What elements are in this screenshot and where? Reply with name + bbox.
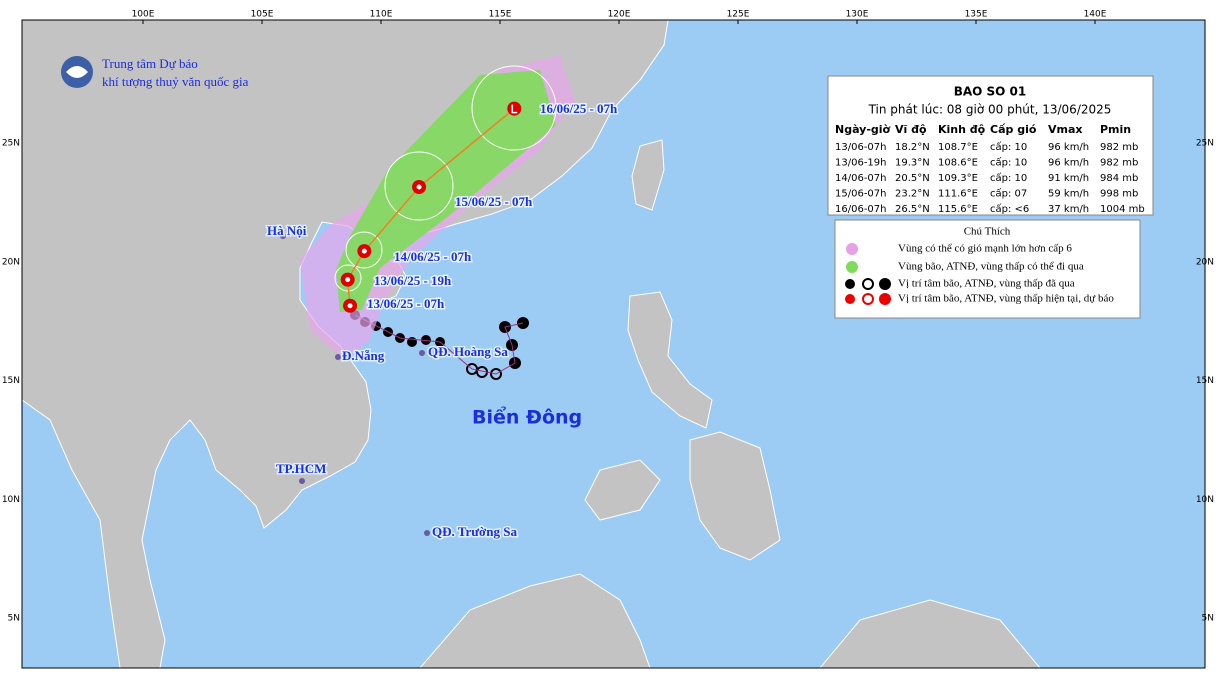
org-name: khí tượng thuỷ văn quốc gia	[102, 74, 249, 89]
storm-eye	[345, 277, 351, 283]
table-cell: 1004 mb	[1100, 204, 1145, 215]
table-header: Pmin	[1100, 123, 1131, 136]
table-header: Ngày-giờ	[835, 123, 891, 136]
table-cell: 18.2°N	[895, 142, 930, 153]
table-cell: cấp: 10	[990, 172, 1027, 184]
sea-label: Biển Đông	[472, 406, 582, 429]
info-table: Ngày-giờ Vĩ độ Kinh độ Cấp gió Vmax Pmin 13/06…	[835, 123, 1145, 215]
place-label: Đ.Nẵng	[342, 348, 385, 363]
forecast-circles	[334, 65, 557, 292]
place-dots	[280, 233, 430, 536]
table-cell: 96 km/h	[1048, 142, 1089, 153]
info-title: BAO SO 01	[954, 85, 1027, 99]
forecast-cone	[336, 70, 556, 312]
lat-label: 15N	[1196, 376, 1214, 386]
lon-label: 110E	[370, 10, 393, 20]
storm-eye	[347, 303, 353, 309]
map-frame	[21, 19, 1206, 669]
table-cell: 108.6°E	[938, 158, 978, 169]
lon-label: 125E	[727, 10, 750, 20]
legend-icon	[845, 278, 891, 305]
map-area: Hà Nội Đ.Nẵng QĐ. Hoàng Sa Biển Đông TP.…	[22, 20, 1205, 668]
track-forecast	[340, 101, 522, 313]
legend-icon	[846, 261, 858, 273]
place-label: QĐ. Hoàng Sa	[428, 344, 508, 359]
table-cell: cấp: <6	[990, 203, 1029, 215]
table-header: Kinh độ	[938, 123, 986, 136]
table-cell: 984 mb	[1100, 173, 1138, 184]
table-cell: 16/06-07h	[835, 204, 887, 215]
table-cell: 998 mb	[1100, 189, 1138, 200]
forecast-label: 16/06/25 - 07h	[540, 101, 618, 116]
table-cell: 982 mb	[1100, 142, 1138, 153]
lon-label: 120E	[608, 10, 631, 20]
lat-label: 20N	[2, 257, 20, 267]
lon-label: 105E	[251, 10, 274, 20]
legend-item: Vùng bão, ATNĐ, vùng thấp có thể đi qua	[898, 261, 1084, 273]
table-cell: 15/06-07h	[835, 189, 887, 200]
legend-item: Vị trí tâm bão, ATNĐ, vùng thấp hiện tại…	[898, 293, 1114, 305]
table-cell: 23.2°N	[895, 189, 930, 200]
table-cell: cấp: 07	[990, 188, 1027, 200]
forecast-label: 13/06/25 - 07h	[367, 296, 445, 311]
table-cell: 14/06-07h	[835, 173, 887, 184]
legend-title: Chú Thích	[964, 226, 1011, 238]
table-cell: 59 km/h	[1048, 189, 1089, 200]
place-label: Hà Nội	[267, 223, 307, 238]
logo	[61, 56, 93, 88]
table-cell: 115.6°E	[938, 204, 978, 215]
forecast-label: 15/06/25 - 07h	[455, 194, 533, 209]
info-subtitle: Tin phát lúc: 08 giờ 00 phút, 13/06/2025	[868, 103, 1112, 117]
table-cell: 111.6°E	[938, 189, 978, 200]
table-cell: 108.7°E	[938, 142, 978, 153]
legend-item: Vị trí tâm bão, ATNĐ, vùng thấp đã qua	[898, 278, 1075, 290]
table-cell: 26.5°N	[895, 204, 930, 215]
graticule-labels: 100E 105E 110E 115E 120E 125E 130E 135E 140E 25N 2…	[2, 10, 1214, 624]
lat-label: 25N	[2, 139, 20, 149]
info-box	[827, 75, 1154, 216]
lat-label: 15N	[2, 376, 20, 386]
forecast-label: 14/06/25 - 07h	[394, 249, 472, 264]
storm-eye	[361, 248, 367, 254]
lat-label: 5N	[1202, 614, 1214, 624]
table-cell: 20.5°N	[895, 173, 930, 184]
legend-item: Vùng có thể có gió mạnh lớn hơn cấp 6	[898, 243, 1072, 255]
table-cell: 13/06-07h	[835, 142, 887, 153]
storm-eye	[416, 184, 422, 190]
legend-icon	[846, 243, 858, 255]
lat-label: 20N	[1196, 257, 1214, 267]
lat-label: 10N	[1196, 495, 1214, 505]
place-label: QĐ. Trường Sa	[432, 524, 517, 539]
place-label: TP.HCM	[276, 461, 326, 476]
lat-label: 10N	[2, 495, 20, 505]
lon-label: 135E	[965, 10, 988, 20]
forecast-label: 13/06/25 - 19h	[374, 273, 452, 288]
low-icon	[511, 104, 518, 114]
table-cell: 109.3°E	[938, 173, 978, 184]
table-header: Cấp gió	[990, 123, 1037, 136]
table-cell: 982 mb	[1100, 158, 1138, 169]
table-header: Vĩ độ	[895, 123, 927, 136]
table-cell: 91 km/h	[1048, 173, 1089, 184]
table-cell: cấp: 10	[990, 141, 1027, 153]
lon-label: 100E	[132, 10, 155, 20]
table-cell: 13/06-19h	[835, 158, 887, 169]
table-cell: 37 km/h	[1048, 204, 1089, 215]
lon-label: 115E	[489, 10, 512, 20]
lon-label: 130E	[846, 10, 869, 20]
table-cell: 96 km/h	[1048, 158, 1089, 169]
storm-center	[507, 101, 522, 116]
table-cell: cấp: 10	[990, 157, 1027, 169]
table-cell: 19.3°N	[895, 158, 930, 169]
lat-label: 5N	[8, 614, 20, 624]
table-header: Vmax	[1048, 123, 1083, 136]
lon-label: 140E	[1084, 10, 1107, 20]
lat-label: 25N	[1196, 139, 1214, 149]
org-name: Trung tâm Dự báo	[102, 56, 198, 71]
